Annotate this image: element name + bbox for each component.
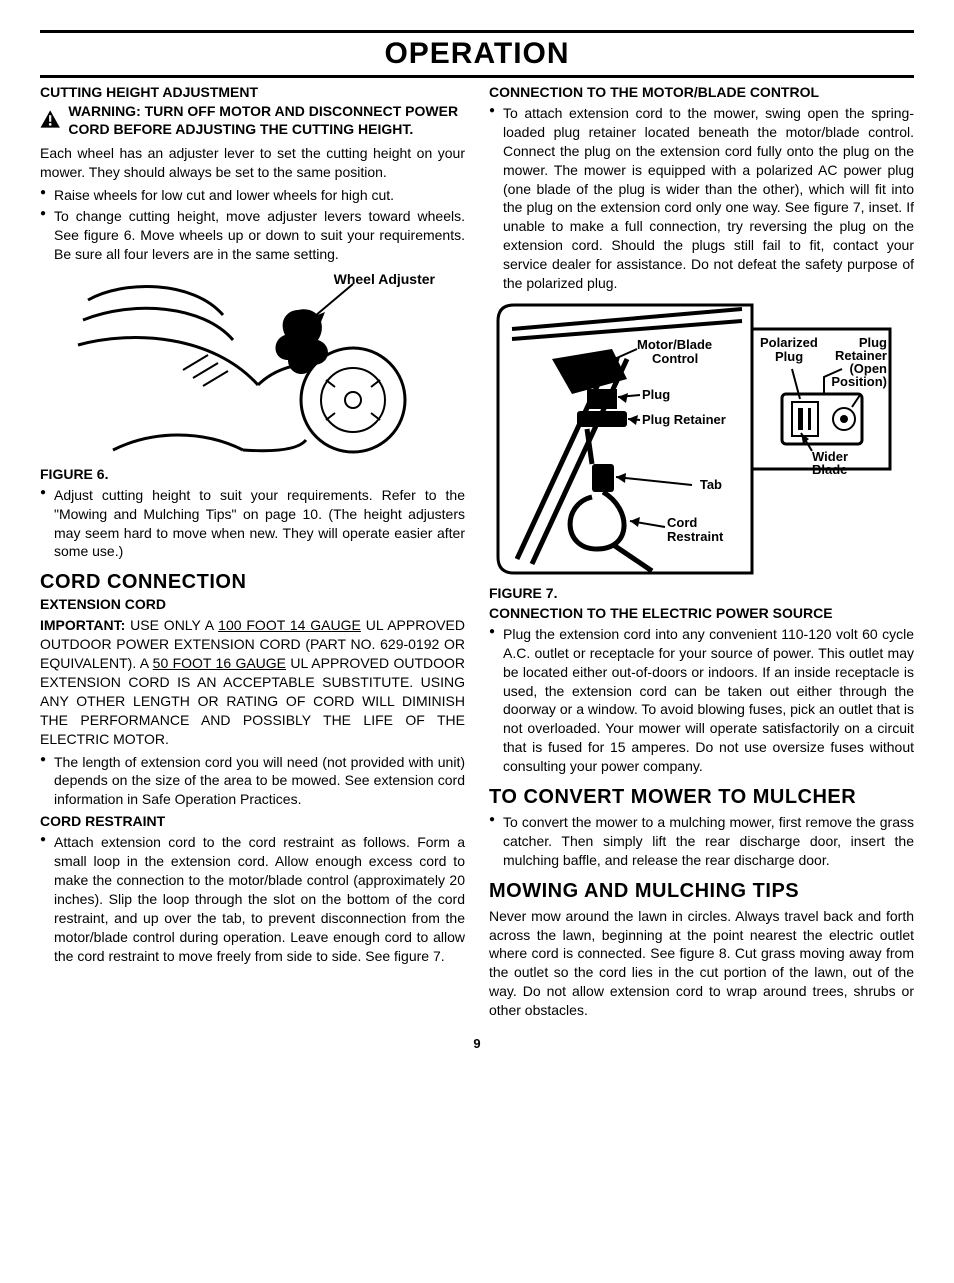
warning-icon	[40, 102, 60, 136]
fig7-label-plug: Plug	[642, 387, 670, 402]
tips-p1: Never mow around the lawn in circles. Al…	[489, 907, 914, 1020]
rule-under-title	[40, 75, 914, 78]
figure-6-svg: Wheel Adjuster	[63, 270, 443, 460]
convert-heading: TO CONVERT MOWER TO MULCHER	[489, 786, 914, 809]
fig7-label-tab: Tab	[699, 477, 721, 492]
eps-heading: CONNECTION TO THE ELECTRIC POWER SOURCE	[489, 605, 914, 621]
fig6-callout-text: Wheel Adjuster	[333, 271, 435, 287]
extension-bullet-1: The length of extension cord you will ne…	[40, 753, 465, 810]
mbc-bullet-1: To attach extension cord to the mower, s…	[489, 104, 914, 293]
warning-row: WARNING: TURN OFF MOTOR AND DISCONNECT P…	[40, 102, 465, 138]
fig7-label-widerblade: WiderBlade	[812, 449, 848, 477]
fig7-label-cordrestraint: CordRestraint	[667, 515, 724, 544]
cord-restraint-heading: CORD RESTRAINT	[40, 813, 465, 829]
fig7-label-retaineropen: PlugRetainer(OpenPosition)	[831, 335, 887, 389]
figure-7: Motor/BladeControl Plug Plug Retainer Ta…	[489, 299, 914, 579]
cutting-p1: Each wheel has an adjuster lever to set …	[40, 144, 465, 182]
cutting-bullet-1: Raise wheels for low cut and lower wheel…	[40, 186, 465, 205]
eps-bullet-1: Plug the extension cord into any conveni…	[489, 625, 914, 776]
page-title: OPERATION	[40, 37, 914, 71]
fig7-label-plugretainer: Plug Retainer	[642, 412, 726, 427]
two-column-layout: CUTTING HEIGHT ADJUSTMENT WARNING: TURN …	[40, 82, 914, 1024]
left-column: CUTTING HEIGHT ADJUSTMENT WARNING: TURN …	[40, 82, 465, 1024]
rule-top	[40, 30, 914, 33]
figure-7-label: FIGURE 7.	[489, 585, 914, 601]
tips-heading: MOWING AND MULCHING TIPS	[489, 880, 914, 903]
important-label: IMPORTANT:	[40, 617, 125, 633]
convert-bullet-1: To convert the mower to a mulching mower…	[489, 813, 914, 870]
important-u1: 100 FOOT 14 GAUGE	[218, 617, 361, 633]
right-column: CONNECTION TO THE MOTOR/BLADE CONTROL To…	[489, 82, 914, 1024]
important-t1: USE ONLY A	[125, 617, 218, 633]
warning-text: WARNING: TURN OFF MOTOR AND DISCONNECT P…	[68, 102, 465, 138]
restraint-bullet-1: Attach extension cord to the cord restra…	[40, 833, 465, 965]
cutting-bullet-2: To change cutting height, move adjuster …	[40, 207, 465, 264]
extension-cord-heading: EXTENSION CORD	[40, 596, 465, 612]
fig7-label-polarized: PolarizedPlug	[760, 335, 818, 364]
mbc-heading: CONNECTION TO THE MOTOR/BLADE CONTROL	[489, 84, 914, 100]
cord-connection-heading: CORD CONNECTION	[40, 571, 465, 594]
page-number: 9	[40, 1036, 914, 1051]
cutting-height-heading: CUTTING HEIGHT ADJUSTMENT	[40, 84, 465, 100]
figure-7-svg: Motor/BladeControl Plug Plug Retainer Ta…	[492, 299, 912, 579]
important-u2: 50 FOOT 16 GAUGE	[153, 655, 286, 671]
important-paragraph: IMPORTANT: USE ONLY A 100 FOOT 14 GAUGE …	[40, 616, 465, 748]
cutting-bullet-3: Adjust cutting height to suit your requi…	[40, 486, 465, 562]
fig7-label-motorblade: Motor/BladeControl	[637, 337, 712, 366]
figure-6-label: FIGURE 6.	[40, 466, 465, 482]
figure-6: Wheel Adjuster	[40, 270, 465, 460]
